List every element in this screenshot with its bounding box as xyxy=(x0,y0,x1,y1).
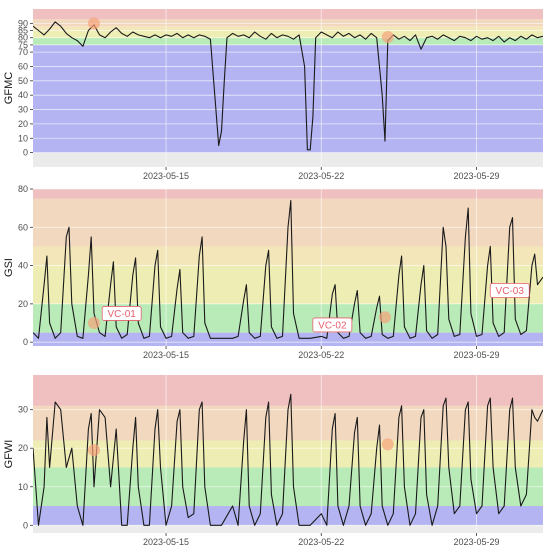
highlight-point xyxy=(381,438,394,451)
annotation-box xyxy=(101,306,142,321)
x-tick-label: 2023-05-29 xyxy=(453,537,499,547)
band-1 xyxy=(33,506,543,526)
y-tick-label: 80 xyxy=(18,33,28,43)
highlight-point xyxy=(87,444,100,457)
y-axis-title: GFMC xyxy=(3,72,15,104)
y-tick-label: 0 xyxy=(23,520,28,530)
band-6 xyxy=(33,9,543,20)
x-tick-label: 2023-05-29 xyxy=(453,171,499,181)
x-tick-label: 2023-05-22 xyxy=(298,350,344,360)
band-2 xyxy=(33,265,543,304)
highlight-point xyxy=(87,317,100,330)
y-tick-label: 60 xyxy=(18,61,28,71)
band-3 xyxy=(33,440,543,468)
y-tick-label: 80 xyxy=(18,184,28,194)
annotation-label: VC-02 xyxy=(318,320,347,331)
annotation-box xyxy=(489,283,530,298)
y-tick-label: 30 xyxy=(18,405,28,415)
x-tick-label: 2023-05-22 xyxy=(298,171,344,181)
x-tick-label: 2023-05-15 xyxy=(143,171,189,181)
x-tick-label: 2023-05-22 xyxy=(298,537,344,547)
band-4 xyxy=(33,26,543,31)
annotation-label: VC-01 xyxy=(108,309,137,320)
band-1 xyxy=(33,44,543,153)
series-line xyxy=(33,199,543,339)
panel-gfwi: 0 10 20 30 2023-05-15 2023-05-22 2023-05-29 GFW… xyxy=(3,375,543,547)
y-tick-label: 20 xyxy=(18,119,28,129)
x-tick-label: 2023-05-15 xyxy=(143,350,189,360)
band-3 xyxy=(33,246,543,266)
band-0 xyxy=(33,332,543,346)
y-tick-label: 40 xyxy=(18,90,28,100)
y-tick-label: 70 xyxy=(18,47,28,57)
y-tick-label: 90 xyxy=(18,18,28,28)
band-5 xyxy=(33,189,543,199)
highlight-point xyxy=(379,311,392,324)
annotation-box xyxy=(312,317,353,333)
panel-gsi: VC-01 VC-02 VC-03 0 20 40 60 80 2023-05-15 2023-0… xyxy=(3,184,543,360)
band-0 xyxy=(33,152,543,167)
highlight-point xyxy=(381,31,394,44)
highlight-point xyxy=(87,17,100,30)
annotation: VC-02 xyxy=(312,317,353,333)
band-2 xyxy=(33,37,543,45)
y-tick-label: 85 xyxy=(18,26,28,36)
y-tick-label: 10 xyxy=(18,133,28,143)
y-tick-label: 50 xyxy=(18,76,28,86)
y-tick-label: 20 xyxy=(18,443,28,453)
y-tick-label: 60 xyxy=(18,222,28,232)
series-line xyxy=(33,21,543,151)
series-line xyxy=(33,393,543,526)
y-tick-label: 20 xyxy=(18,299,28,309)
y-axis-title: GFWI xyxy=(3,440,15,469)
annotation-label: VC-03 xyxy=(496,286,525,297)
band-5 xyxy=(33,19,543,27)
band-5 xyxy=(33,375,543,406)
y-tick-label: 10 xyxy=(18,482,28,492)
band-3 xyxy=(33,30,543,38)
annotation: VC-01 xyxy=(101,306,142,321)
y-tick-label: 0 xyxy=(23,337,28,347)
x-tick-label: 2023-05-29 xyxy=(453,350,499,360)
x-tick-label: 2023-05-15 xyxy=(143,537,189,547)
annotation: VC-03 xyxy=(489,283,530,298)
y-tick-label: 30 xyxy=(18,105,28,115)
y-tick-label: 40 xyxy=(18,261,28,271)
y-tick-label: 75 xyxy=(18,40,28,50)
band-0 xyxy=(33,525,543,533)
y-axis-title: GSI xyxy=(3,258,15,277)
y-tick-label: 0 xyxy=(23,148,28,158)
